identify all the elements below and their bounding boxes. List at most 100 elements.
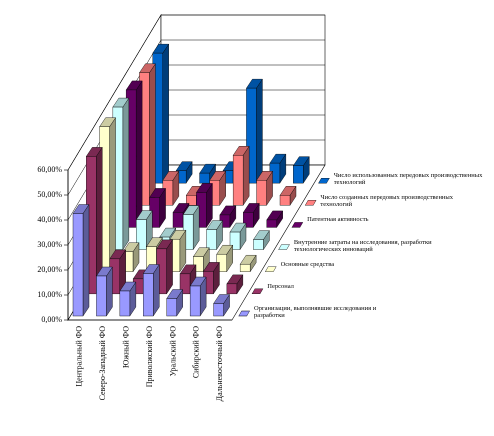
bar [96,266,113,317]
bar [166,288,184,317]
bar [112,97,130,251]
bar [232,145,250,206]
legend-item: Число использованных передовых производс… [333,172,483,187]
legend-item: Организации, выполнявшие исследования и … [254,305,377,319]
bar [162,170,180,206]
bar [213,293,230,317]
bar [226,274,244,295]
bar-front [189,285,201,317]
grid-line [67,14,325,171]
bar [169,229,187,273]
y-tick-label: 0,00% [41,315,62,324]
x-tick-label: Приволжский ФО [145,326,154,387]
bar-front [119,290,131,317]
bar-front [256,180,267,206]
bar [196,182,213,229]
bar-front [193,256,204,272]
bar-side [135,80,143,229]
bar-front [96,275,107,317]
legend-swatch [238,310,250,317]
bar-front [229,231,241,250]
bar [246,78,263,184]
bar-front [136,219,147,250]
bar [149,187,166,229]
bar [229,222,247,251]
bar [216,244,234,273]
bar [279,185,297,206]
bar-side [82,203,90,317]
legend-label: Число использованных передовых производс… [333,172,483,187]
x-tick-label: Сибирский ФО [192,326,201,378]
bar-side [256,78,263,184]
bar-front [232,155,244,206]
bar-side [109,117,116,273]
bar-front [172,212,184,228]
bar [206,219,223,251]
bar-front [72,213,84,317]
bar-front [243,212,254,228]
y-tick-label: 30,00% [37,240,62,249]
legend-swatch [318,177,330,184]
bar-front [143,273,154,317]
bar [192,247,210,273]
bar-front [179,273,191,295]
bar-front [206,229,217,250]
bar [119,281,137,317]
bar [72,203,90,317]
bar-front [226,283,238,295]
y-tick-label: 20,00% [37,265,62,274]
bar-side [162,43,169,184]
y-tick-label: 40,00% [37,215,62,224]
grid-line [67,39,325,196]
legend-item: Основные средства [280,260,335,268]
bar [209,170,227,206]
bar [203,261,220,295]
x-tick-label: Южный ФО [121,326,130,368]
x-tick-label: Центральный ФО [75,326,84,387]
x-tick-label: Уральский ФО [168,326,177,377]
y-tick-label: 60,00% [37,165,62,174]
bar [142,263,160,317]
bar [269,153,287,184]
legend-label: Организации, выполнявшие исследования и … [254,305,377,319]
bar-front [213,303,224,317]
legend-item: Персонал [267,282,294,290]
bar [253,229,270,251]
bar-front [293,165,304,184]
y-tick-label: 10,00% [37,290,62,299]
bar-side [149,63,156,206]
bar [219,205,237,229]
bar [242,202,260,229]
bar-front [279,195,291,206]
bar-front [239,264,251,272]
legend-item: Число созданных передовых производственн… [320,194,454,209]
legend-swatch [251,288,264,295]
bar-front [253,239,264,250]
legend-item: Внутренние затраты на исследования, разр… [294,239,432,253]
bar-front [166,298,177,317]
bar [239,254,257,273]
legend-label: Основные средства [280,260,335,268]
legend-label: Число созданных передовых производственн… [320,194,454,209]
bar-side [166,239,173,295]
bar [292,155,310,184]
bar [266,210,284,229]
bar [189,276,207,317]
bar [256,170,273,206]
bar-front [266,219,277,228]
bar [182,204,200,251]
legend-swatch [304,200,317,206]
bar-side [122,97,130,251]
bar-side [242,145,250,206]
bar-front [246,87,257,184]
legend-label: Персонал [267,282,294,290]
legend-swatch [278,244,290,250]
x-tick-label: Дальневосточный ФО [215,326,224,402]
legend-swatch [291,222,304,228]
legend-item: Патентная активность [307,216,369,224]
legend-swatch [265,266,277,272]
bar [109,249,127,295]
legend-label: Патентная активность [307,216,369,224]
x-tick-label: Северо-Западный ФО [98,326,107,401]
